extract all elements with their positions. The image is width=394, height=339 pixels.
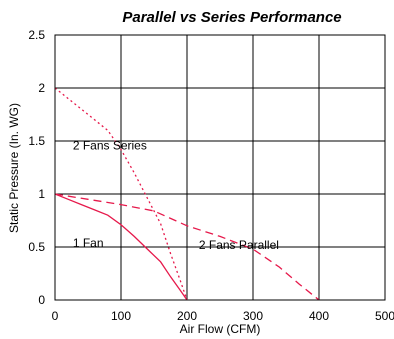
- annotation-layer: 2 Fans Series 1 Fan 2 Fans Parallel: [73, 138, 279, 252]
- series-layer: [54, 87, 320, 301]
- y-tick-label: 0.5: [28, 240, 45, 254]
- series-label-2-fans-series: 2 Fans Series: [73, 138, 147, 152]
- x-axis-label: Air Flow (CFM): [180, 322, 261, 336]
- x-tick-label: 0: [52, 309, 59, 323]
- series-label-2-fans-parallel: 2 Fans Parallel: [199, 238, 279, 252]
- tick-layer: 0 100 200 300 400 500 0 0.5 1 1.5 2 2.5: [28, 28, 394, 323]
- y-tick-label: 1: [38, 187, 45, 201]
- x-tick-label: 400: [309, 309, 329, 323]
- series-line-1-fan: [54, 193, 188, 301]
- x-tick-label: 100: [111, 309, 131, 323]
- plot-background: [55, 35, 385, 300]
- x-tick-label: 200: [177, 309, 197, 323]
- y-axis-label: Static Pressure (In. WG): [7, 103, 21, 233]
- x-tick-label: 300: [243, 309, 263, 323]
- y-tick-label: 2: [38, 81, 45, 95]
- y-tick-label: 1.5: [28, 134, 45, 148]
- y-tick-label: 2.5: [28, 28, 45, 42]
- series-label-1-fan: 1 Fan: [73, 236, 104, 250]
- plot-border: [54, 34, 386, 301]
- chart-title: Parallel vs Series Performance: [122, 9, 341, 26]
- series-line-2-fans-parallel: [54, 193, 320, 301]
- series-line-2-fans-series: [54, 87, 188, 301]
- y-tick-label: 0: [38, 293, 45, 307]
- plot-area: 2 Fans Series 1 Fan 2 Fans Parallel: [54, 34, 386, 301]
- x-tick-label: 500: [375, 309, 394, 323]
